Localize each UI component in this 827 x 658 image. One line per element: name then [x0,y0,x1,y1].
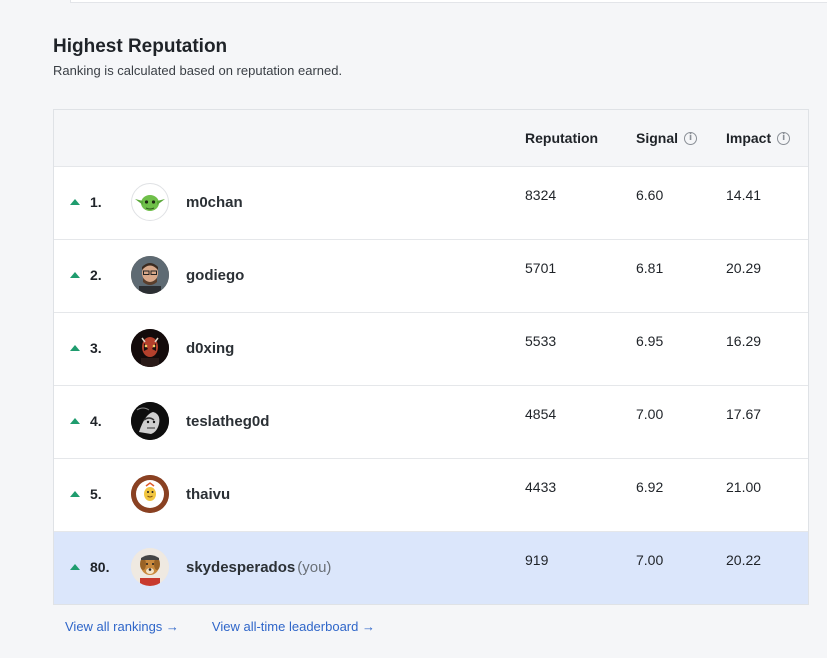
signal-value: 6.81 [636,260,664,276]
impact-value: 14.41 [726,187,762,203]
username[interactable]: d0xing [186,340,235,357]
avatar[interactable] [131,548,169,586]
signal-value: 6.92 [636,479,664,495]
table-row[interactable]: 1. m0chan 8324 6.60 14.41 [54,167,808,240]
rank-number: 80. [90,559,110,575]
trend-up-icon [70,491,80,497]
leaderboard-table: Reputation Signal i Impact i 1. m0chan 8… [53,109,809,605]
reputation-value: 5533 [525,333,557,349]
view-all-time-leaderboard-link[interactable]: View all-time leaderboard → [211,619,375,634]
column-signal-label: Signal [636,130,679,146]
trend-up-icon [70,199,80,205]
column-reputation-label: Reputation [525,130,599,146]
section-subtitle: Ranking is calculated based on reputatio… [53,63,343,78]
impact-value: 17.67 [726,406,762,422]
username-text: skydesperados [186,559,296,576]
table-row-current-user[interactable]: 80. skydesperados (you) 919 7.00 20.22 [54,532,808,604]
column-reputation[interactable]: Reputation [525,130,598,146]
section-title: Highest Reputation [53,36,228,57]
rank-number: 4. [90,413,102,429]
table-row[interactable]: 3. d0xing 5533 6.95 16.29 [54,313,808,386]
view-all-rankings-link[interactable]: View all rankings → [65,619,179,634]
table-row[interactable]: 2. godiego 5701 6.81 20.29 [54,240,808,313]
avatar[interactable] [131,329,169,367]
reputation-value: 8324 [525,187,557,203]
trend-up-icon [70,564,80,570]
impact-value: 20.29 [726,260,762,276]
impact-info-icon[interactable]: i [777,131,791,145]
avatar[interactable] [131,475,169,513]
impact-value: 20.22 [726,552,762,568]
avatar[interactable] [131,402,169,440]
username[interactable]: godiego [186,267,245,284]
rank-number: 5. [90,486,102,502]
signal-value: 7.00 [636,406,664,422]
trend-up-icon [70,345,80,351]
rank-number: 2. [90,267,102,283]
section-header: Highest Reputation Ranking is calculated… [53,36,342,78]
username[interactable]: teslatheg0d [186,413,270,430]
avatar[interactable] [131,256,169,294]
trend-up-icon [70,272,80,278]
reputation-value: 4433 [525,479,557,495]
username[interactable]: thaivu [186,486,231,503]
table-row[interactable]: 5. thaivu 4433 6.92 21.00 [54,459,808,532]
table-row[interactable]: 4. teslatheg0d 4854 7.00 17.67 [54,386,808,459]
footer-links: View all rankings → View all-time leader… [65,619,375,634]
column-signal[interactable]: Signal i [636,130,698,146]
column-impact-label: Impact [726,130,772,146]
impact-value: 16.29 [726,333,762,349]
username[interactable]: skydesperados (you) [186,559,331,576]
column-impact[interactable]: Impact i [726,130,791,146]
signal-value: 6.60 [636,187,664,203]
impact-value: 21.00 [726,479,762,495]
reputation-value: 919 [525,552,549,568]
signal-info-icon[interactable]: i [684,131,698,145]
signal-value: 7.00 [636,552,664,568]
you-label: (you) [297,559,332,576]
rank-number: 1. [90,194,102,210]
table-header: Reputation Signal i Impact i [54,110,808,167]
username[interactable]: m0chan [186,194,243,211]
trend-up-icon [70,418,80,424]
reputation-value: 4854 [525,406,557,422]
avatar[interactable] [131,183,169,221]
reputation-value: 5701 [525,260,557,276]
rank-number: 3. [90,340,102,356]
top-card-edge [70,0,827,3]
signal-value: 6.95 [636,333,664,349]
